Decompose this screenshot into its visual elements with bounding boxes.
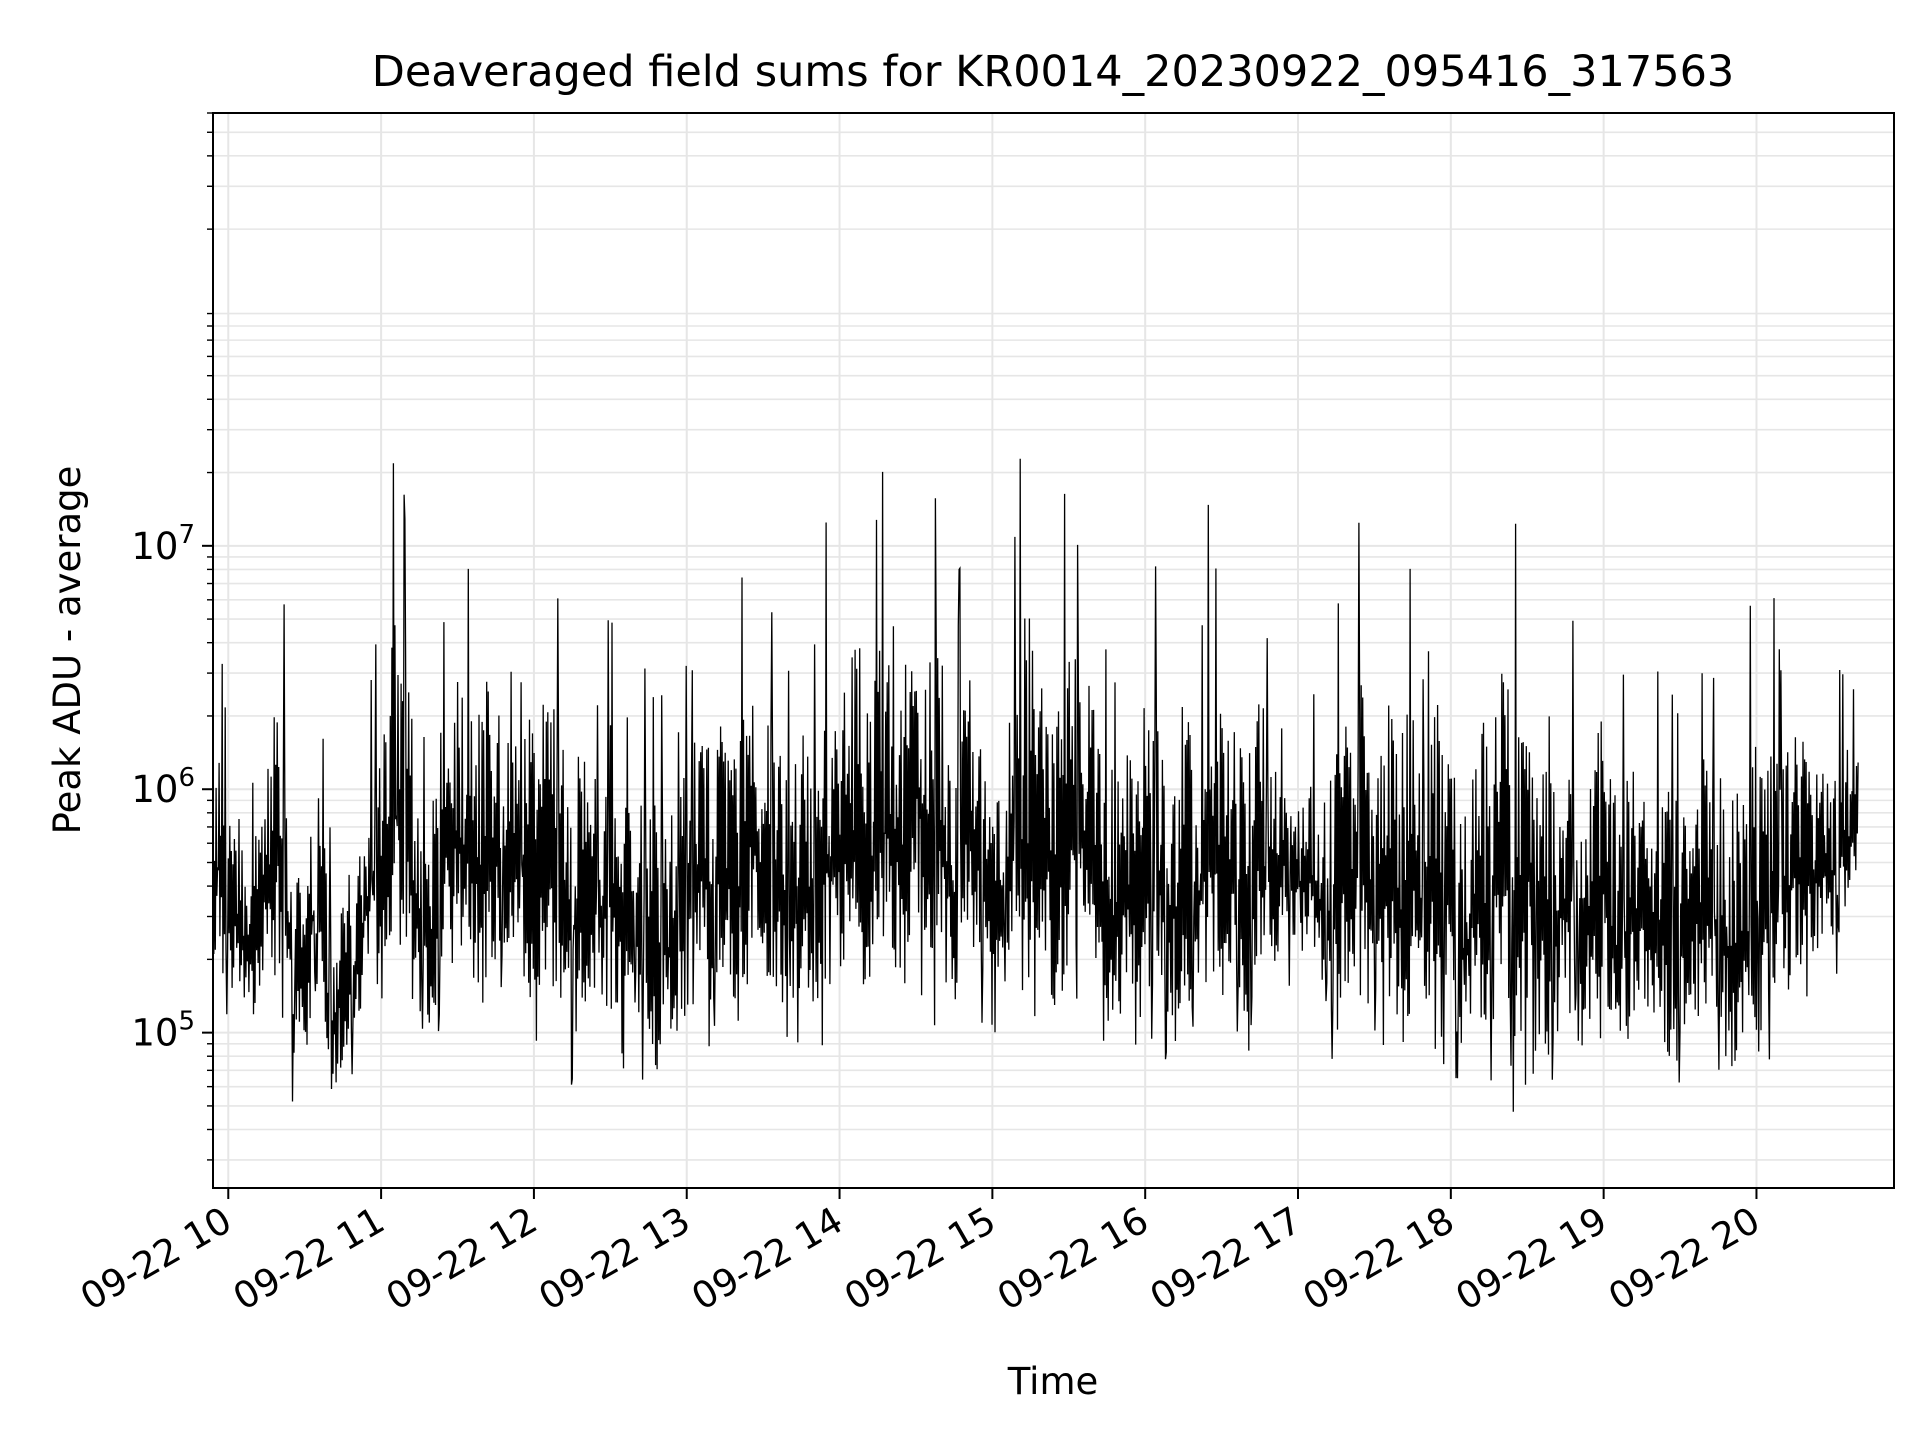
y-tick-base: 10 (131, 525, 178, 568)
x-tick-label: 09-22 20 (1601, 1199, 1767, 1319)
x-tick-label: 09-22 17 (1143, 1199, 1309, 1319)
x-tick-label: 09-22 15 (837, 1199, 1003, 1319)
x-tick-label: 09-22 14 (684, 1199, 850, 1319)
x-tick-label: 09-22 13 (532, 1199, 698, 1319)
chart-title: Deaveraged field sums for KR0014_2023092… (372, 47, 1735, 97)
x-axis-label: Time (1007, 1360, 1099, 1403)
y-tick-base: 10 (131, 1012, 178, 1055)
x-tick-label: 09-22 12 (379, 1199, 545, 1319)
y-tick-base: 10 (131, 768, 178, 811)
y-tick-exponent: 7 (178, 520, 195, 550)
y-axis-label: Peak ADU - average (46, 466, 89, 835)
y-tick-exponent: 6 (178, 763, 195, 793)
x-tick-label: 09-22 11 (226, 1199, 392, 1319)
plot-area-frame (212, 112, 1895, 1189)
y-tick-label: 106 (131, 763, 195, 811)
series-line (212, 458, 1859, 1112)
x-tick-label: 09-22 19 (1449, 1199, 1615, 1319)
y-tick-exponent: 5 (178, 1007, 195, 1037)
y-tick-label: 105 (131, 1007, 195, 1055)
data-line-path (212, 458, 1859, 1112)
x-tick-label: 09-22 10 (73, 1199, 239, 1319)
y-tick-label: 107 (131, 520, 195, 568)
grid-lines (213, 112, 1894, 1188)
x-tick-label: 09-22 16 (990, 1199, 1156, 1319)
x-tick-label: 09-22 18 (1296, 1199, 1462, 1319)
